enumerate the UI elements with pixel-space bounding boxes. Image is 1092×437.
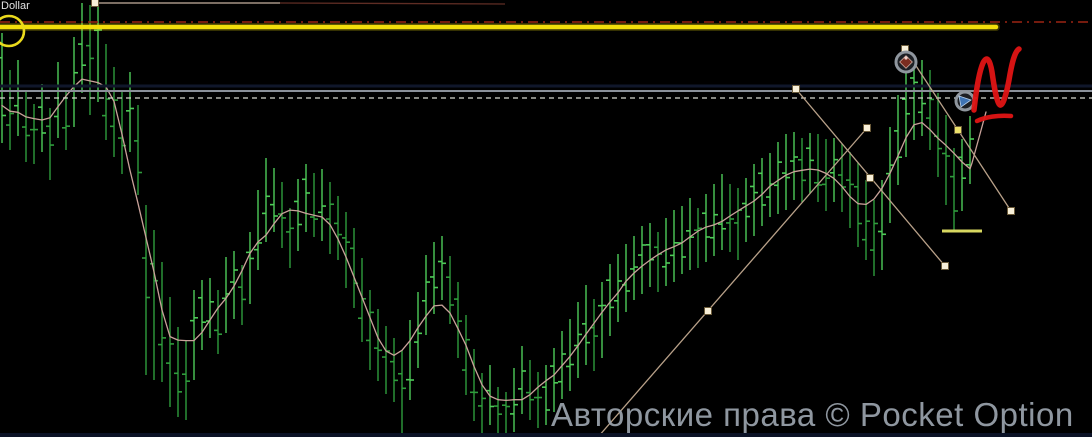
trendline-down-left-handle[interactable] xyxy=(866,174,874,182)
trendline-top-ray-handle[interactable] xyxy=(91,0,99,7)
watermark-text: Авторские права © Pocket Option xyxy=(551,396,1074,433)
sell-marker-dot xyxy=(904,56,908,60)
red-underline-annotation[interactable] xyxy=(974,113,1014,124)
trendline-up-long-handle[interactable] xyxy=(704,307,712,315)
trendline-up-long[interactable] xyxy=(597,127,868,437)
trendline-down-right-handle[interactable] xyxy=(954,126,962,134)
trendline-down-left-handle[interactable] xyxy=(941,262,949,270)
buy-arrow-icon xyxy=(958,95,972,108)
moving-average-line xyxy=(1,78,987,402)
red-n-annotation[interactable] xyxy=(971,46,1022,113)
bottom-edge-strip xyxy=(0,433,1092,437)
symbol-label: Dollar xyxy=(1,0,30,12)
trendline-down-right-handle[interactable] xyxy=(1007,207,1015,215)
trendline-down-left-handle[interactable] xyxy=(792,85,800,93)
yellow-circle-annotation[interactable] xyxy=(0,14,26,48)
trendline-top-ray[interactable] xyxy=(279,2,506,5)
trendline-up-long-handle[interactable] xyxy=(863,124,871,132)
sell-arrow-icon xyxy=(899,55,913,69)
